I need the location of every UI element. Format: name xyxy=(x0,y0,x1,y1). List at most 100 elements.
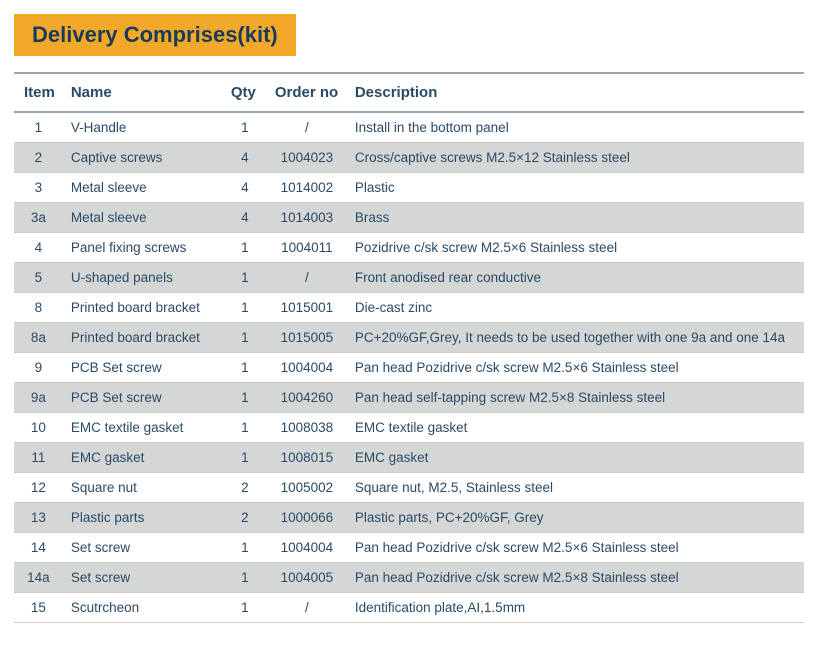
delivery-table: Item Name Qty Order no Description 1V-Ha… xyxy=(14,72,804,623)
cell-order: 1004023 xyxy=(267,143,347,173)
cell-desc: Pan head Pozidrive c/sk screw M2.5×6 Sta… xyxy=(347,533,804,563)
cell-order: / xyxy=(267,263,347,293)
cell-desc: Plastic parts, PC+20%GF, Grey xyxy=(347,503,804,533)
cell-item: 1 xyxy=(14,112,63,143)
table-row: 9PCB Set screw11004004Pan head Pozidrive… xyxy=(14,353,804,383)
col-header-order: Order no xyxy=(267,73,347,112)
cell-desc: Pan head self-tapping screw M2.5×8 Stain… xyxy=(347,383,804,413)
cell-qty: 2 xyxy=(223,473,267,503)
col-header-name: Name xyxy=(63,73,223,112)
cell-order: 1005002 xyxy=(267,473,347,503)
cell-order: 1004004 xyxy=(267,353,347,383)
cell-order: 1014002 xyxy=(267,173,347,203)
cell-order: 1000066 xyxy=(267,503,347,533)
cell-desc: Install in the bottom panel xyxy=(347,112,804,143)
cell-qty: 4 xyxy=(223,143,267,173)
cell-qty: 1 xyxy=(223,293,267,323)
cell-desc: Front anodised rear conductive xyxy=(347,263,804,293)
cell-name: PCB Set screw xyxy=(63,383,223,413)
cell-order: 1004004 xyxy=(267,533,347,563)
cell-desc: Plastic xyxy=(347,173,804,203)
cell-item: 3 xyxy=(14,173,63,203)
cell-item: 11 xyxy=(14,443,63,473)
cell-desc: Die-cast zinc xyxy=(347,293,804,323)
cell-name: EMC textile gasket xyxy=(63,413,223,443)
cell-qty: 1 xyxy=(223,263,267,293)
cell-qty: 1 xyxy=(223,323,267,353)
cell-name: Metal sleeve xyxy=(63,203,223,233)
table-row: 4Panel fixing screws11004011Pozidrive c/… xyxy=(14,233,804,263)
table-row: 8aPrinted board bracket11015005PC+20%GF,… xyxy=(14,323,804,353)
table-row: 5U-shaped panels1/Front anodised rear co… xyxy=(14,263,804,293)
cell-name: Printed board bracket xyxy=(63,323,223,353)
table-row: 11EMC gasket11008015EMC gasket xyxy=(14,443,804,473)
table-row: 14Set screw11004004Pan head Pozidrive c/… xyxy=(14,533,804,563)
table-row: 9aPCB Set screw11004260Pan head self-tap… xyxy=(14,383,804,413)
cell-item: 2 xyxy=(14,143,63,173)
table-row: 8Printed board bracket11015001Die-cast z… xyxy=(14,293,804,323)
cell-name: PCB Set screw xyxy=(63,353,223,383)
cell-qty: 1 xyxy=(223,443,267,473)
cell-name: EMC gasket xyxy=(63,443,223,473)
col-header-qty: Qty xyxy=(223,73,267,112)
cell-name: Scutrcheon xyxy=(63,593,223,623)
cell-item: 8 xyxy=(14,293,63,323)
cell-name: Printed board bracket xyxy=(63,293,223,323)
cell-order: 1004005 xyxy=(267,563,347,593)
cell-qty: 4 xyxy=(223,173,267,203)
cell-name: Plastic parts xyxy=(63,503,223,533)
section-title: Delivery Comprises(kit) xyxy=(14,14,296,56)
cell-item: 4 xyxy=(14,233,63,263)
cell-desc: Identification plate,AI,1.5mm xyxy=(347,593,804,623)
col-header-item: Item xyxy=(14,73,63,112)
cell-desc: Brass xyxy=(347,203,804,233)
table-row: 3Metal sleeve41014002Plastic xyxy=(14,173,804,203)
cell-item: 13 xyxy=(14,503,63,533)
cell-desc: Cross/captive screws M2.5×12 Stainless s… xyxy=(347,143,804,173)
cell-desc: PC+20%GF,Grey, It needs to be used toget… xyxy=(347,323,804,353)
cell-item: 3a xyxy=(14,203,63,233)
cell-name: U-shaped panels xyxy=(63,263,223,293)
cell-order: 1008038 xyxy=(267,413,347,443)
cell-qty: 1 xyxy=(223,563,267,593)
cell-item: 9 xyxy=(14,353,63,383)
cell-name: V-Handle xyxy=(63,112,223,143)
cell-qty: 4 xyxy=(223,203,267,233)
cell-desc: EMC gasket xyxy=(347,443,804,473)
cell-qty: 1 xyxy=(223,233,267,263)
cell-item: 9a xyxy=(14,383,63,413)
cell-desc: Pan head Pozidrive c/sk screw M2.5×6 Sta… xyxy=(347,353,804,383)
cell-item: 15 xyxy=(14,593,63,623)
cell-qty: 1 xyxy=(223,413,267,443)
cell-order: 1004260 xyxy=(267,383,347,413)
table-body: 1V-Handle1/Install in the bottom panel2C… xyxy=(14,112,804,623)
cell-order: 1015005 xyxy=(267,323,347,353)
table-row: 14aSet screw11004005Pan head Pozidrive c… xyxy=(14,563,804,593)
table-row: 1V-Handle1/Install in the bottom panel xyxy=(14,112,804,143)
cell-qty: 1 xyxy=(223,593,267,623)
cell-order: / xyxy=(267,593,347,623)
cell-qty: 1 xyxy=(223,533,267,563)
table-header-row: Item Name Qty Order no Description xyxy=(14,73,804,112)
table-row: 12Square nut21005002Square nut, M2.5, St… xyxy=(14,473,804,503)
cell-name: Metal sleeve xyxy=(63,173,223,203)
cell-desc: EMC textile gasket xyxy=(347,413,804,443)
cell-order: 1015001 xyxy=(267,293,347,323)
cell-desc: Square nut, M2.5, Stainless steel xyxy=(347,473,804,503)
cell-qty: 1 xyxy=(223,112,267,143)
cell-name: Set screw xyxy=(63,533,223,563)
cell-order: 1008015 xyxy=(267,443,347,473)
cell-name: Captive screws xyxy=(63,143,223,173)
cell-order: / xyxy=(267,112,347,143)
col-header-desc: Description xyxy=(347,73,804,112)
cell-item: 12 xyxy=(14,473,63,503)
cell-qty: 1 xyxy=(223,353,267,383)
cell-desc: Pan head Pozidrive c/sk screw M2.5×8 Sta… xyxy=(347,563,804,593)
table-row: 3aMetal sleeve41014003Brass xyxy=(14,203,804,233)
cell-item: 14a xyxy=(14,563,63,593)
cell-item: 14 xyxy=(14,533,63,563)
cell-name: Panel fixing screws xyxy=(63,233,223,263)
cell-item: 5 xyxy=(14,263,63,293)
cell-desc: Pozidrive c/sk screw M2.5×6 Stainless st… xyxy=(347,233,804,263)
cell-qty: 2 xyxy=(223,503,267,533)
